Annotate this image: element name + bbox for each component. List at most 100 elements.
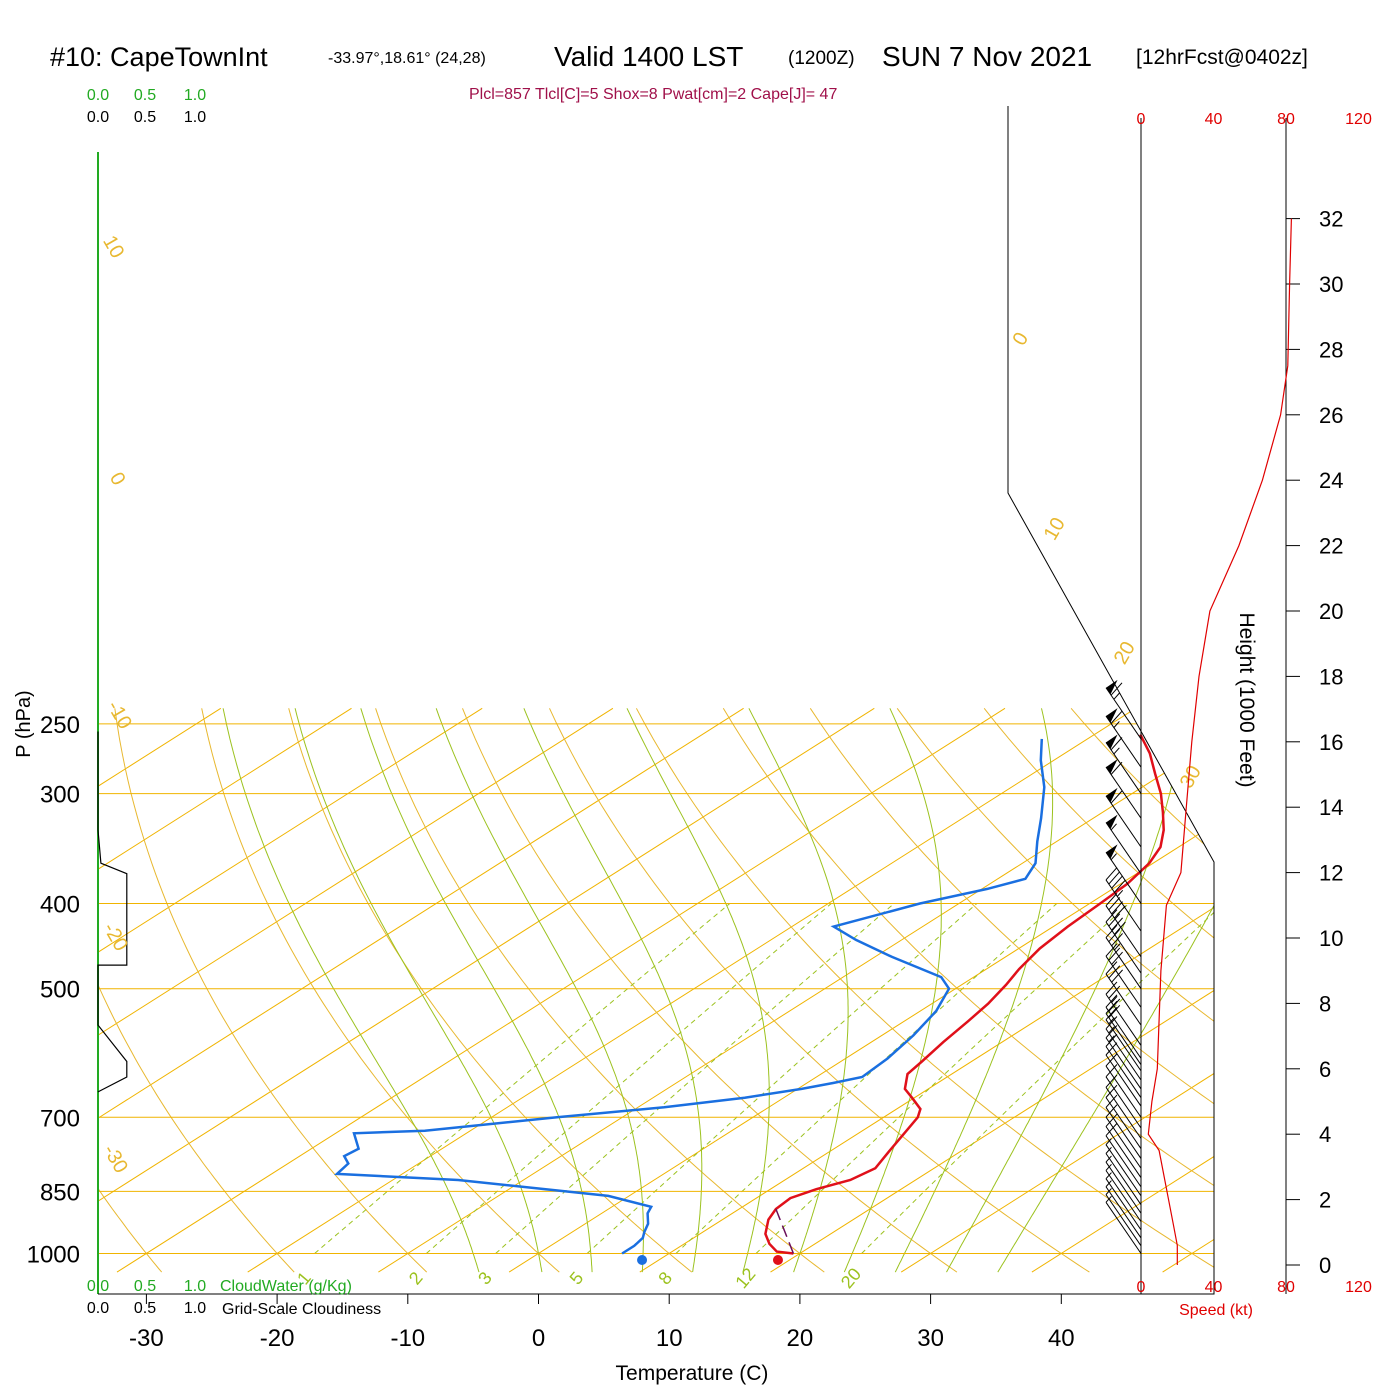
stability-indices: Plcl=857 Tlcl[C]=5 Shox=8 Pwat[cm]=2 Cap… [469, 86, 837, 103]
x-tick-label: -10 [390, 1325, 425, 1352]
wind-barb [1105, 961, 1142, 1026]
isotherm-line [98, 707, 614, 1273]
barb-shaft [1105, 1065, 1142, 1118]
barb-half [1105, 1188, 1112, 1195]
barb-shaft [1105, 1097, 1142, 1149]
wind-speed-trace [1147, 218, 1292, 1265]
height-tick-label: 10 [1319, 926, 1343, 951]
speed-top-tick: 40 [1205, 111, 1223, 128]
wind-barb [1105, 981, 1142, 1046]
moist-adiabat-line [360, 708, 593, 1273]
y-tick-label: 500 [40, 977, 80, 1004]
barb-pennant [1105, 787, 1118, 803]
isotherm-line [1162, 707, 1214, 1273]
isotherm-line [639, 707, 1214, 1273]
barb-shaft [1105, 715, 1142, 768]
barb-shaft [1105, 1019, 1142, 1072]
dry-adiabat-label: 0 [1008, 329, 1033, 350]
barb-shaft [1105, 1107, 1142, 1159]
wind-barb [1105, 759, 1142, 819]
barb-shaft [1105, 822, 1142, 874]
barb-full [1108, 897, 1121, 911]
mixing-ratio-label: 8 [654, 1268, 676, 1289]
barb-full [1110, 761, 1123, 775]
plot-border [98, 106, 1215, 1295]
barb-full [1105, 1016, 1118, 1030]
isotherm-line [770, 707, 1214, 1273]
wind-barb [1105, 1007, 1142, 1072]
y-tick-label: 250 [40, 712, 80, 739]
wind-barb [1105, 1113, 1142, 1178]
barb-shaft [1105, 905, 1142, 958]
mixing-ratio-label: 5 [566, 1268, 588, 1289]
barb-full [1108, 871, 1121, 885]
barb-full [1114, 905, 1126, 919]
barb-full [1110, 710, 1123, 724]
speed-bottom-tick: 80 [1277, 1279, 1295, 1296]
cloudiness-top-tick: 0.5 [134, 109, 156, 126]
cloudwater-bottom-tick: 0.0 [87, 1278, 109, 1295]
barb-full [1108, 913, 1121, 927]
cloudiness-top-tick: 1.0 [184, 109, 206, 126]
wind-barb [1105, 943, 1142, 1008]
mixing-ratio-label: 12 [731, 1264, 759, 1292]
barb-full [1105, 1104, 1118, 1118]
x-tick-label: 10 [656, 1325, 683, 1352]
wind-barb [1105, 893, 1142, 958]
barb-full [1111, 951, 1123, 965]
forecast-date: SUN 7 Nov 2021 [882, 41, 1092, 72]
moist-adiabat-line [997, 708, 1214, 1273]
height-tick-label: 18 [1319, 664, 1343, 689]
isotherm-line [98, 707, 483, 1273]
barb-full [1114, 879, 1126, 893]
forecast-run: [12hrFcst@0402z] [1136, 46, 1308, 69]
moist-adiabat-line [626, 708, 770, 1273]
wind-barb [1105, 734, 1142, 794]
barb-shaft [1105, 1186, 1142, 1239]
wind-barb [1105, 844, 1142, 904]
height-tick-label: 4 [1319, 1122, 1331, 1147]
wind-barb [1105, 1104, 1142, 1169]
barb-half [1105, 1172, 1112, 1180]
height-tick-label: 32 [1319, 207, 1343, 232]
cloudwater-bottom-tick: 1.0 [184, 1278, 206, 1295]
height-tick-label: 22 [1319, 534, 1343, 559]
wind-barb [1105, 1138, 1142, 1197]
wind-barb [1105, 924, 1142, 990]
wind-barb [1105, 708, 1142, 768]
barb-full [1105, 1053, 1118, 1067]
cloudiness-bottom-tick: 1.0 [184, 1300, 206, 1317]
barb-full [1105, 1123, 1118, 1137]
x-tick-label: 0 [532, 1325, 545, 1352]
dry-adiabat-label: -30 [98, 1141, 132, 1177]
isotherm-line [1293, 708, 1400, 1272]
height-tick-label: 24 [1319, 468, 1343, 493]
barb-full [1111, 969, 1123, 983]
barb-full [1105, 909, 1118, 923]
barb-shaft [1105, 1135, 1142, 1188]
barb-shaft [1105, 993, 1142, 1046]
barb-full [1111, 901, 1123, 915]
height-tick-label: 8 [1319, 991, 1331, 1016]
barb-half [1105, 1138, 1112, 1146]
surface-dewpoint-marker [637, 1255, 648, 1265]
moist-adiabat-line [523, 708, 703, 1273]
barb-full [1108, 985, 1121, 999]
dry-adiabat-line [375, 708, 825, 1273]
speed-bottom-tick: 0 [1137, 1279, 1146, 1296]
barb-full [1105, 893, 1118, 907]
barb-full [1105, 994, 1118, 1008]
wind-barbs [1105, 679, 1142, 1254]
dry-adiabat-line [983, 707, 1214, 1273]
barb-shaft [1105, 766, 1142, 819]
barb-shaft [1105, 1037, 1142, 1090]
barb-half [1108, 1026, 1115, 1034]
y-axis-label: P (hPa) [13, 690, 35, 757]
dry-adiabat-label: 10 [98, 232, 128, 262]
barb-half [1116, 889, 1124, 897]
barb-half [1105, 1155, 1112, 1163]
barb-full [1108, 929, 1121, 943]
barb-half [1110, 853, 1117, 861]
